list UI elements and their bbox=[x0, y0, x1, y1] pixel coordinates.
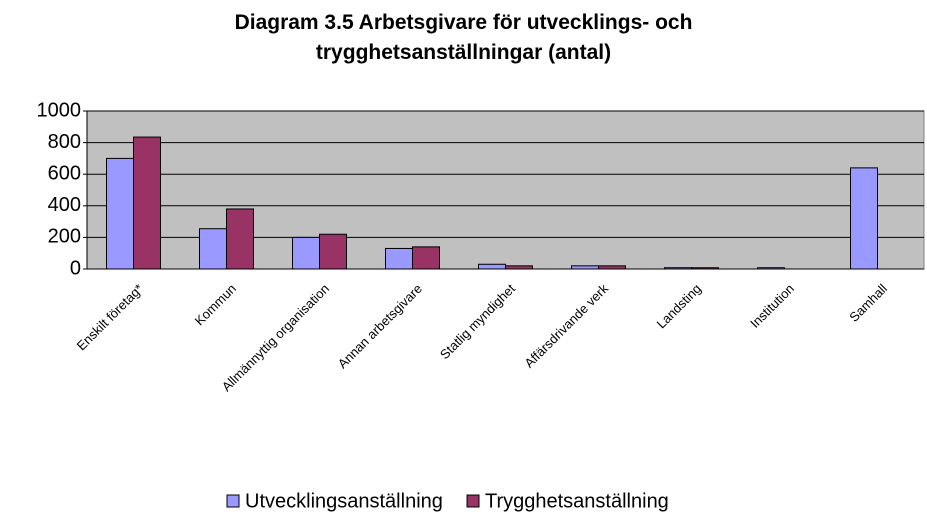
x-tick-label: Annan arbetsgivare bbox=[335, 281, 425, 371]
x-tick-label: Institution bbox=[747, 281, 797, 331]
legend-label: Utvecklingsanställning bbox=[245, 490, 443, 512]
bar bbox=[106, 157, 134, 270]
legend-swatch bbox=[466, 494, 480, 508]
x-tick-label: Landsting bbox=[654, 281, 704, 331]
bar bbox=[412, 246, 440, 270]
bar bbox=[319, 233, 347, 270]
legend-label: Trygghetsanställning bbox=[485, 490, 669, 512]
chart-title: Diagram 3.5 Arbetsgivare för utvecklings… bbox=[234, 11, 693, 64]
bar bbox=[478, 263, 506, 270]
y-tick-label: 400 bbox=[48, 194, 81, 216]
bar bbox=[292, 236, 320, 270]
y-tick-label: 0 bbox=[70, 257, 81, 279]
x-tick-label: Enskilt företag* bbox=[74, 281, 146, 353]
y-tick-label: 200 bbox=[48, 226, 81, 248]
x-tick-label: Kommun bbox=[192, 281, 239, 328]
bar bbox=[385, 247, 413, 270]
x-tick-label: Affärsdrivande verk bbox=[521, 281, 611, 371]
bar bbox=[850, 167, 878, 270]
y-tick-label: 1000 bbox=[37, 99, 82, 121]
chart-title-box: Diagram 3.5 Arbetsgivare för utvecklings… bbox=[0, 8, 927, 68]
x-tick-label: Samhall bbox=[846, 281, 890, 325]
y-tick-label: 600 bbox=[48, 162, 81, 184]
bar bbox=[133, 136, 161, 270]
bar bbox=[199, 228, 227, 270]
bar bbox=[226, 208, 254, 270]
legend-swatch bbox=[226, 494, 240, 508]
y-tick-label: 800 bbox=[48, 131, 81, 153]
x-tick-label: Statlig myndighet bbox=[437, 281, 518, 362]
x-tick-label: Allmännyttig organisation bbox=[219, 281, 332, 394]
